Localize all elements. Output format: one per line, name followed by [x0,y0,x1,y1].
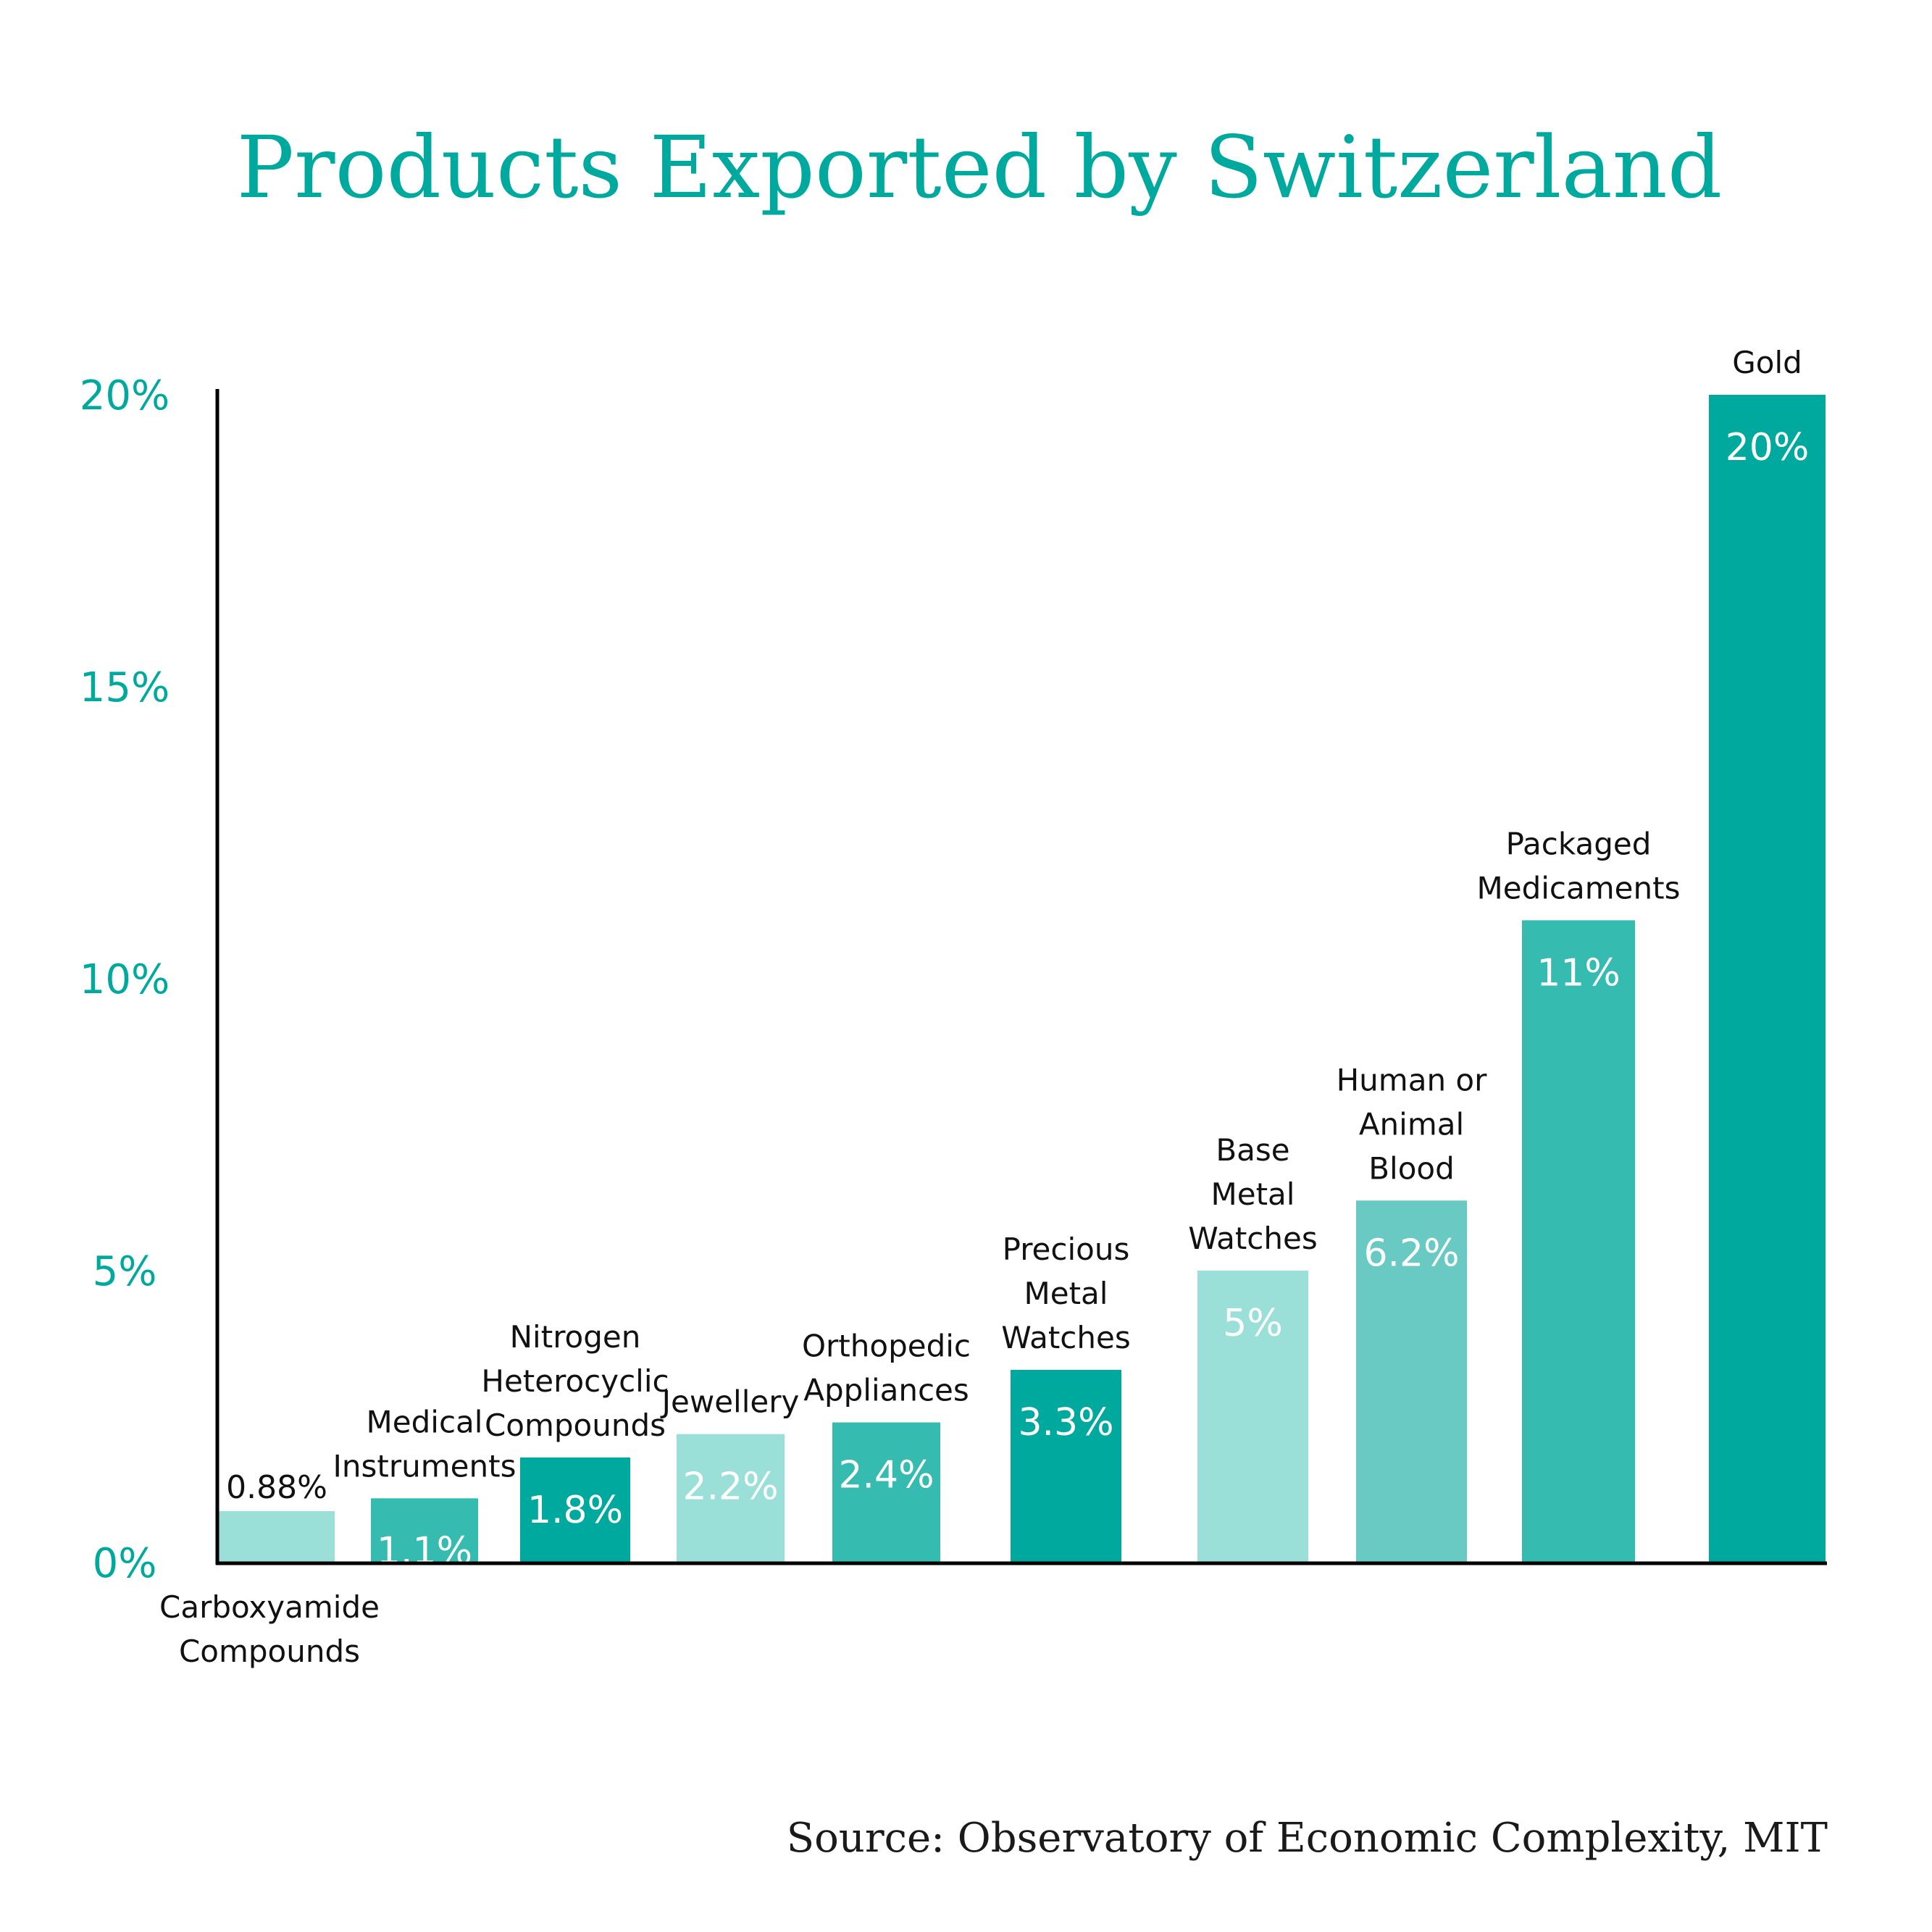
data-label: 1.8% [527,1489,623,1532]
category-label: Carboxyamide Compounds [159,1589,380,1669]
bar [1709,395,1826,1563]
category-label-line: Instruments [333,1448,517,1484]
category-label-line: Precious [1003,1231,1130,1267]
y-tick-label: 10% [80,956,170,1003]
y-tick-label: 20% [80,372,170,419]
category-label-line: Base [1216,1132,1289,1168]
category-label-line: Watches [1188,1221,1317,1256]
y-tick-label: 15% [80,664,170,711]
category-label-line: Medicaments [1477,870,1681,906]
category-label-line: Blood [1368,1150,1455,1186]
data-label: 11% [1536,951,1621,995]
chart-title: Products Exported by Switzerland [237,117,1723,217]
y-axis-ticks: 0% 5% 10% 15% 20% [80,372,170,1587]
category-label-line: Watches [1001,1320,1130,1355]
category-label: Packaged Medicaments [1477,826,1681,906]
bar [1197,1271,1308,1563]
category-label-line: Jewellery [660,1384,800,1420]
data-label: 20% [1726,426,1810,469]
category-label-line: Human or [1337,1062,1488,1097]
category-label-line: Metal [1024,1276,1108,1311]
bar [1356,1200,1467,1563]
category-label-line: Appliances [803,1373,969,1408]
bar [219,1511,335,1563]
bar [832,1422,940,1563]
category-label-line: Metal [1211,1176,1295,1212]
category-label-line: Nitrogen [510,1319,641,1355]
category-label: Base Metal Watches [1188,1132,1317,1256]
category-label: Jewellery [660,1384,800,1420]
category-label-line: Gold [1732,345,1802,380]
value-labels: 0.88% 1.1% 1.8% 2.2% 2.4% 3.3% 5% 6.2% 11% 20% [226,426,1809,1573]
category-label-line: Medical [367,1404,483,1439]
category-label-line: Animal [1359,1106,1464,1142]
bar [371,1498,478,1563]
category-label: Human or Animal Blood [1337,1062,1488,1186]
bar [1011,1370,1121,1563]
data-label: 0.88% [226,1469,327,1506]
category-label-line: Heterocyclic [481,1363,669,1399]
source-note: Source: Observatory of Economic Complexi… [787,1815,1828,1862]
bar [520,1457,630,1563]
bar [677,1434,785,1563]
data-label: 2.4% [838,1454,934,1497]
data-label: 5% [1223,1302,1283,1345]
y-tick-label: 0% [93,1540,157,1587]
y-tick-label: 5% [93,1248,157,1295]
data-label: 1.1% [377,1529,472,1573]
category-label: Medical Instruments [333,1404,517,1484]
category-label-line: Carboxyamide [159,1589,380,1625]
category-label-line: Orthopedic [802,1329,971,1364]
data-label: 6.2% [1363,1231,1459,1275]
category-label: Orthopedic Appliances [802,1329,971,1408]
category-label-line: Compounds [485,1408,666,1443]
category-label-line: Packaged [1506,826,1652,861]
category-label-line: Compounds [179,1634,360,1669]
category-label: Gold [1732,345,1802,380]
bars [219,395,1826,1563]
data-label: 2.2% [682,1465,778,1509]
category-label: Precious Metal Watches [1001,1231,1130,1355]
data-label: 3.3% [1018,1401,1113,1444]
category-label: Nitrogen Heterocyclic Compounds [481,1319,669,1443]
bar [1522,920,1635,1563]
